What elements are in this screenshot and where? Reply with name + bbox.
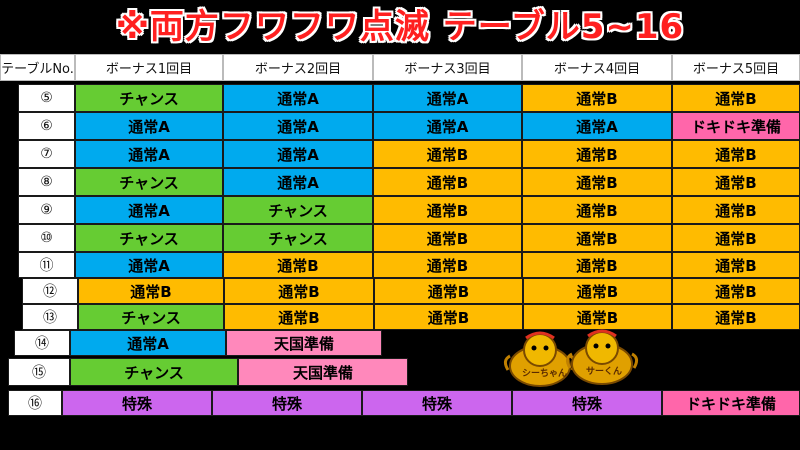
table-cell: 通常B: [672, 84, 800, 112]
table-cell: 特殊: [512, 390, 662, 416]
header-table-no: テーブルNo.: [0, 54, 75, 81]
table-cell: 通常B: [522, 84, 672, 112]
table-cell: チャンス: [78, 304, 224, 330]
table-cell: 通常B: [374, 278, 523, 304]
table-cell: 通常B: [522, 224, 672, 252]
table-cell: 通常B: [672, 196, 800, 224]
table-cell: 天国準備: [238, 358, 408, 386]
table-cell: チャンス: [75, 84, 223, 112]
table-cell: チャンス: [223, 196, 373, 224]
mascot-label: サーくん: [585, 367, 622, 377]
table-cell: 通常B: [522, 140, 672, 168]
row-label: ⑩: [18, 224, 75, 252]
table-cell: 通常A: [223, 140, 373, 168]
row-label: ⑨: [18, 196, 75, 224]
row-label: ⑮: [8, 358, 70, 386]
table-cell: 通常B: [672, 168, 800, 196]
row-label: ⑫: [22, 278, 78, 304]
table-cell: 通常B: [672, 278, 800, 304]
table-cell: 通常B: [523, 304, 672, 330]
table-cell: 通常A: [373, 84, 522, 112]
table-cell: 通常A: [223, 112, 373, 140]
table-cell: 通常B: [672, 224, 800, 252]
row-label: ⑧: [18, 168, 75, 196]
table-cell: 通常B: [224, 278, 374, 304]
row-label: ⑦: [18, 140, 75, 168]
table-cell: 通常A: [75, 252, 223, 278]
row-label: ⑬: [22, 304, 78, 330]
table-cell: 通常B: [523, 278, 672, 304]
row-label: ⑤: [18, 84, 75, 112]
table-cell: 通常B: [373, 168, 522, 196]
table-cell: 通常A: [75, 196, 223, 224]
shisa-kun-mascot-icon: [565, 329, 639, 385]
table-cell: 天国準備: [226, 330, 382, 356]
table-cell: 通常A: [223, 168, 373, 196]
table-cell: 通常A: [75, 140, 223, 168]
table-cell: チャンス: [75, 224, 223, 252]
table-cell: 通常B: [672, 304, 800, 330]
page-title: ※両方フワフワ点滅 テーブル5~16: [115, 7, 685, 47]
table-cell: 特殊: [62, 390, 212, 416]
header-col-1: ボーナス1回目: [75, 54, 223, 81]
table-cell: 通常A: [373, 112, 522, 140]
table-cell: 通常B: [373, 196, 522, 224]
table-cell: 通常B: [672, 252, 800, 278]
table-cell: 通常B: [78, 278, 224, 304]
table-cell: 特殊: [362, 390, 512, 416]
shisa-chan-mascot-icon: [503, 331, 577, 387]
table-cell: 通常B: [224, 304, 374, 330]
table-cell: 通常B: [223, 252, 373, 278]
table-cell: ドキドキ準備: [672, 112, 800, 140]
table-cell: 通常A: [223, 84, 373, 112]
table-cell: チャンス: [75, 168, 223, 196]
row-label: ⑭: [14, 330, 70, 356]
header-col-2: ボーナス2回目: [223, 54, 373, 81]
table-cell: ドキドキ準備: [662, 390, 800, 416]
table-cell: 通常B: [373, 252, 522, 278]
table-cell: 通常B: [373, 140, 522, 168]
row-label: ⑯: [8, 390, 62, 416]
header-col-4: ボーナス4回目: [522, 54, 672, 81]
table-cell: チャンス: [223, 224, 373, 252]
row-label: ⑥: [18, 112, 75, 140]
table-cell: 通常B: [522, 196, 672, 224]
row-label: ⑪: [18, 252, 75, 278]
table-cell: 通常A: [70, 330, 226, 356]
mascot-label: シーちゃん: [522, 369, 568, 379]
table-cell: 特殊: [212, 390, 362, 416]
header-col-5: ボーナス5回目: [672, 54, 800, 81]
header-col-3: ボーナス3回目: [373, 54, 522, 81]
table-cell: 通常B: [672, 140, 800, 168]
table-cell: 通常B: [373, 224, 522, 252]
table-cell: 通常B: [374, 304, 523, 330]
table-cell: 通常B: [522, 252, 672, 278]
table-cell: チャンス: [70, 358, 238, 386]
table-cell: 通常A: [75, 112, 223, 140]
table-cell: 通常A: [522, 112, 672, 140]
table-cell: 通常B: [522, 168, 672, 196]
